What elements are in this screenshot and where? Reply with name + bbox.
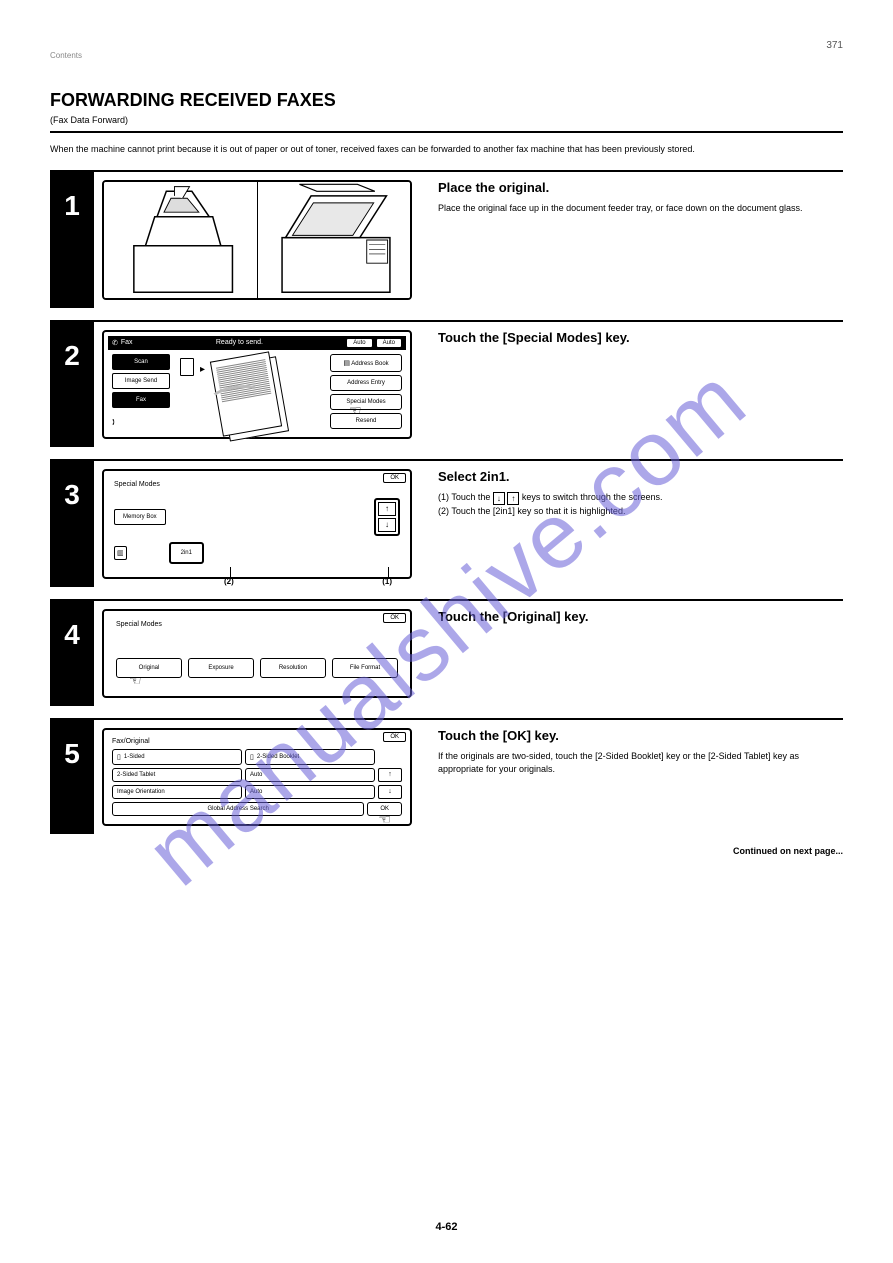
btn-2sided-tablet[interactable]: 2-Sided Tablet bbox=[112, 768, 242, 782]
btn-original[interactable]: Original ☜ bbox=[116, 658, 182, 678]
step-5-touchpanel: OK Fax/Original ▯1-Sided ▯2-Sided Bookle… bbox=[102, 728, 412, 826]
pointer-1: (1) bbox=[382, 567, 392, 586]
arrow-up-button[interactable]: ↑ bbox=[378, 502, 396, 516]
step-5: 5 OK Fax/Original ▯1-Sided ▯2-Sided Book… bbox=[50, 718, 843, 834]
step-3-desc: (1) Touch the ↓ ↑ keys to switch through… bbox=[438, 491, 843, 517]
phone-icon: ✆ bbox=[112, 339, 118, 347]
step-4-touchpanel: OK Special Modes Original ☜ Exposure Res… bbox=[102, 609, 412, 698]
step-2-panel-header: ✆Fax Ready to send. Auto Auto bbox=[108, 336, 406, 350]
printer-illustration bbox=[102, 180, 412, 300]
btn-file-format[interactable]: File Format bbox=[332, 658, 398, 678]
btn-1sided[interactable]: ▯1-Sided bbox=[112, 749, 242, 765]
hand-pointer-icon: ☜ bbox=[129, 672, 142, 689]
step-4-heading: Touch the [Original] key. bbox=[438, 609, 843, 626]
hand-pointer-icon: ☜ bbox=[378, 811, 391, 828]
btn-2in1[interactable]: 2in1 bbox=[169, 542, 204, 564]
page-container: 371 Contents FORWARDING RECEIVED FAXES (… bbox=[0, 0, 893, 896]
step-2-number: 2 bbox=[50, 322, 94, 447]
btn-auto-2[interactable]: Auto bbox=[245, 785, 375, 799]
printer-feeder-icon bbox=[104, 182, 257, 298]
breadcrumb: Contents bbox=[50, 51, 843, 60]
panel-header-status: Ready to send. bbox=[216, 339, 263, 346]
step-5-desc: If the originals are two-sided, touch th… bbox=[438, 750, 843, 775]
btn-2sided-booklet[interactable]: ▯2-Sided Booklet bbox=[245, 749, 375, 765]
btn-address-book[interactable]: ▤ Address Book bbox=[330, 354, 402, 372]
page-icon: ▯ bbox=[117, 753, 121, 761]
step-2: 2 ✆Fax Ready to send. Auto Auto Scan bbox=[50, 320, 843, 447]
step-5-ok-top[interactable]: OK bbox=[383, 732, 406, 742]
booklet-icon: ▯ bbox=[250, 753, 254, 761]
page-subtitle: (Fax Data Forward) bbox=[50, 115, 843, 125]
step-2-heading: Touch the [Special Modes] key. bbox=[438, 330, 843, 347]
title-block: FORWARDING RECEIVED FAXES (Fax Data Forw… bbox=[50, 90, 843, 125]
memory-box-btn[interactable]: Memory Box bbox=[114, 509, 166, 525]
step-3-heading: Select 2in1. bbox=[438, 469, 843, 486]
printer-glass-icon bbox=[258, 182, 411, 298]
page-title: FORWARDING RECEIVED FAXES bbox=[50, 90, 843, 111]
step-3-arrow-group: ↑ ↓ bbox=[374, 498, 400, 536]
step-2-left-tabs: Scan Image Send Fax 🕽 bbox=[112, 354, 170, 429]
step-2-touchpanel: ✆Fax Ready to send. Auto Auto Scan Image… bbox=[102, 330, 412, 439]
tab-image-send[interactable]: Image Send bbox=[112, 373, 170, 389]
book-icon: ▤ bbox=[343, 360, 350, 367]
btn-ok-bottom[interactable]: OK ☜ bbox=[367, 802, 402, 816]
step-1: 1 bbox=[50, 170, 843, 308]
step-3-number: 3 bbox=[50, 461, 94, 587]
step-5-number: 5 bbox=[50, 720, 94, 834]
step-2-preview: ▸ bbox=[176, 354, 324, 429]
tab-fax[interactable]: Fax bbox=[112, 392, 170, 408]
tab-scan[interactable]: Scan bbox=[112, 354, 170, 370]
step-2-figure: ✆Fax Ready to send. Auto Auto Scan Image… bbox=[102, 330, 422, 439]
step-5-figure: OK Fax/Original ▯1-Sided ▯2-Sided Bookle… bbox=[102, 728, 422, 826]
footer-page-number: 4-62 bbox=[0, 1221, 893, 1233]
panel-header-title: Fax bbox=[121, 339, 133, 346]
continued-label: Continued on next page... bbox=[50, 846, 843, 856]
step-3-touchpanel: OK Special Modes Memory Box ↑ ↓ ▥ bbox=[102, 469, 412, 579]
step-5-heading: Touch the [OK] key. bbox=[438, 728, 843, 745]
step-4-figure: OK Special Modes Original ☜ Exposure Res… bbox=[102, 609, 422, 698]
arrow-down-button[interactable]: ↓ bbox=[378, 518, 396, 532]
step-1-number: 1 bbox=[50, 172, 94, 308]
doc-icon: ▥ bbox=[114, 546, 127, 560]
arrow-up-small[interactable]: ↑ bbox=[378, 768, 402, 782]
step-1-desc: Place the original face up in the docume… bbox=[438, 202, 843, 215]
btn-image-orientation[interactable]: Image Orientation bbox=[112, 785, 242, 799]
arrow-down-small[interactable]: ↓ bbox=[378, 785, 402, 799]
btn-special-modes[interactable]: Special Modes ☜ bbox=[330, 394, 402, 410]
step-4-ok[interactable]: OK bbox=[383, 613, 406, 623]
step-3-panel-title: Special Modes bbox=[114, 481, 400, 488]
page-number-top: 371 bbox=[50, 40, 843, 51]
step-4-panel-title: Special Modes bbox=[116, 621, 398, 628]
title-rule bbox=[50, 131, 843, 133]
intro-text: When the machine cannot print because it… bbox=[50, 143, 843, 156]
btn-resolution[interactable]: Resolution bbox=[260, 658, 326, 678]
step-4-number: 4 bbox=[50, 601, 94, 706]
btn-global-search[interactable]: Global Address Search bbox=[112, 802, 364, 816]
step-3-figure: OK Special Modes Memory Box ↑ ↓ ▥ bbox=[102, 469, 422, 579]
header-btn-auto-2[interactable]: Auto bbox=[376, 338, 402, 348]
header-btn-auto-1[interactable]: Auto bbox=[346, 338, 372, 348]
pointer-2: (2) bbox=[224, 567, 234, 586]
speaker-icon: 🕽 bbox=[112, 417, 170, 428]
step-4: 4 OK Special Modes Original ☜ Exposure bbox=[50, 599, 843, 706]
step-2-right-buttons: ▤ Address Book Address Entry Special Mod… bbox=[330, 354, 402, 429]
btn-exposure[interactable]: Exposure bbox=[188, 658, 254, 678]
step-5-panel-title: Fax/Original bbox=[112, 738, 402, 745]
btn-address-entry[interactable]: Address Entry bbox=[330, 375, 402, 391]
step-1-figure bbox=[102, 180, 422, 300]
btn-resend[interactable]: Resend bbox=[330, 413, 402, 429]
step-3: 3 OK Special Modes Memory Box ↑ ↓ bbox=[50, 459, 843, 587]
btn-auto-1[interactable]: Auto bbox=[245, 768, 375, 782]
step-1-heading: Place the original. bbox=[438, 180, 843, 197]
